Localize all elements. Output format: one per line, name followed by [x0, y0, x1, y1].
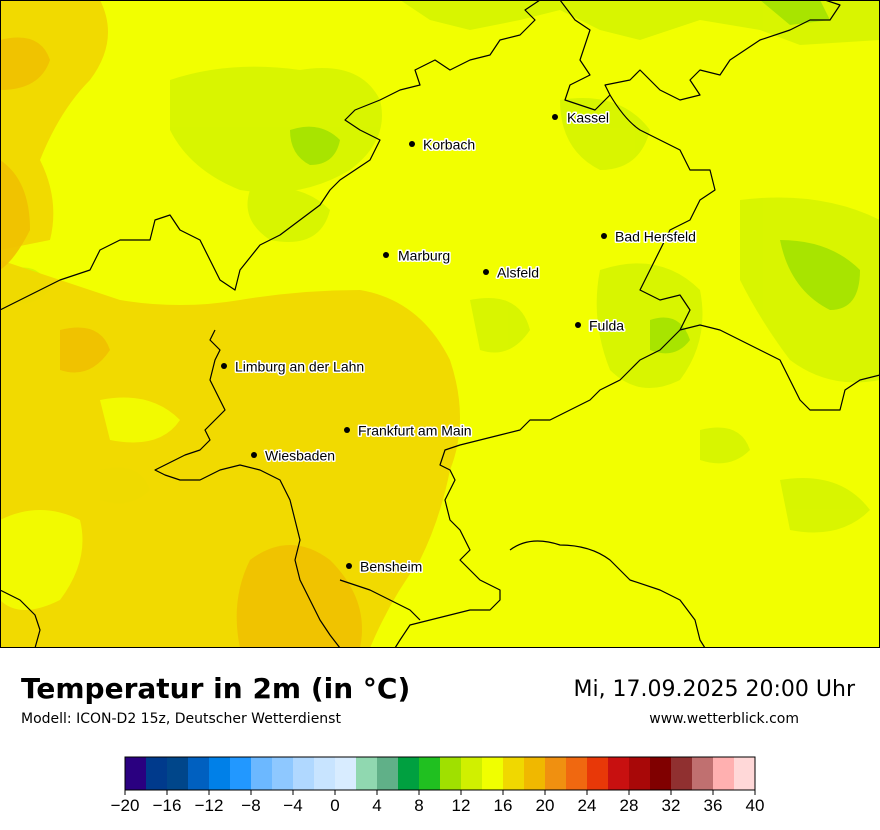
model-source: Modell: ICON-D2 15z, Deutscher Wetterdie… [21, 711, 341, 727]
city-bad-hersfeld: Bad Hersfeld [601, 227, 697, 246]
state-borders [0, 0, 880, 648]
svg-text:Kassel: Kassel [567, 110, 609, 126]
legend-tick-label: 12 [452, 796, 471, 815]
legend-tick-label: 32 [662, 796, 681, 815]
city-kassel: Kassel [552, 108, 611, 127]
legend-swatch [671, 757, 693, 790]
legend-tick-label: −8 [241, 796, 260, 815]
svg-text:Marburg: Marburg [398, 248, 450, 264]
legend-tick-label: 16 [494, 796, 513, 815]
city-markers: Kassel Korbach Bad Hersfeld Marburg Alsf… [221, 108, 697, 576]
legend-ticks: −20 −16 −12 −8 −4 0 4 8 12 16 20 24 28 32 36 40 [111, 790, 765, 815]
svg-text:Fulda: Fulda [589, 318, 624, 334]
temperature-map: Kassel Korbach Bad Hersfeld Marburg Alsf… [0, 0, 880, 648]
legend-tick-label: 4 [372, 796, 381, 815]
legend-swatch [503, 757, 525, 790]
legend-tick-label: 24 [578, 796, 597, 815]
legend-swatch [230, 757, 252, 790]
svg-text:Frankfurt am Main: Frankfurt am Main [358, 423, 472, 439]
legend-tick-label: 20 [536, 796, 555, 815]
svg-text:Alsfeld: Alsfeld [497, 265, 539, 281]
city-alsfeld: Alsfeld [483, 263, 541, 282]
legend-tick-label: 36 [704, 796, 723, 815]
city-frankfurt: Frankfurt am Main [344, 421, 473, 440]
legend-tick-label: −20 [111, 796, 140, 815]
legend-swatch [377, 757, 399, 790]
legend-swatch [356, 757, 378, 790]
city-korbach: Korbach [409, 135, 477, 154]
city-marburg: Marburg [383, 246, 452, 265]
legend-swatches [125, 757, 756, 790]
legend-tick-label: −12 [195, 796, 224, 815]
legend-frame [124, 756, 756, 791]
legend-swatch [251, 757, 273, 790]
legend-tick-label: 0 [330, 796, 339, 815]
city-wiesbaden: Wiesbaden [251, 446, 337, 465]
map-title: Temperatur in 2m (in °C) [21, 672, 411, 705]
legend-swatch [545, 757, 567, 790]
svg-text:Wiesbaden: Wiesbaden [265, 448, 335, 464]
svg-text:Bensheim: Bensheim [360, 559, 422, 575]
svg-text:Bad Hersfeld: Bad Hersfeld [615, 229, 696, 245]
legend-tick-label: 40 [746, 796, 765, 815]
legend-swatch [167, 757, 189, 790]
mid-patches [0, 397, 180, 610]
cold-spots [290, 0, 860, 354]
legend-tick-label: 8 [414, 796, 423, 815]
legend-swatch [293, 757, 315, 790]
legend-swatch [692, 757, 714, 790]
legend-swatch [713, 757, 735, 790]
cool-patches [10, 0, 880, 533]
legend-swatch [440, 757, 462, 790]
legend-swatch [629, 757, 651, 790]
legend-tick-label: −16 [153, 796, 182, 815]
legend-swatch [734, 757, 756, 790]
legend-swatch [335, 757, 357, 790]
legend-swatch [650, 757, 672, 790]
color-legend: −20 −16 −12 −8 −4 0 4 8 12 16 20 24 28 32 36 40 [111, 756, 765, 815]
legend-tick-label: −4 [283, 796, 302, 815]
legend-swatch [566, 757, 588, 790]
map-footer [0, 648, 880, 830]
city-fulda: Fulda [575, 316, 626, 335]
legend-swatch [146, 757, 168, 790]
legend-swatch [398, 757, 420, 790]
hot-patches [0, 37, 362, 648]
legend-swatch [587, 757, 609, 790]
svg-text:Korbach: Korbach [423, 137, 475, 153]
legend-swatch [461, 757, 483, 790]
svg-text:Limburg an der Lahn: Limburg an der Lahn [235, 359, 364, 375]
legend-swatch [608, 757, 630, 790]
legend-tick-label: 28 [620, 796, 639, 815]
city-bensheim: Bensheim [346, 557, 424, 576]
legend-swatch [419, 757, 441, 790]
legend-swatch [209, 757, 231, 790]
forecast-datetime: Mi, 17.09.2025 20:00 Uhr [573, 677, 855, 702]
legend-swatch [314, 757, 336, 790]
legend-swatch [188, 757, 210, 790]
website-link[interactable]: www.wetterblick.com [649, 711, 799, 727]
legend-swatch [482, 757, 504, 790]
legend-swatch [272, 757, 294, 790]
legend-swatch [125, 757, 147, 790]
city-limburg: Limburg an der Lahn [221, 357, 366, 376]
legend-swatch [524, 757, 546, 790]
